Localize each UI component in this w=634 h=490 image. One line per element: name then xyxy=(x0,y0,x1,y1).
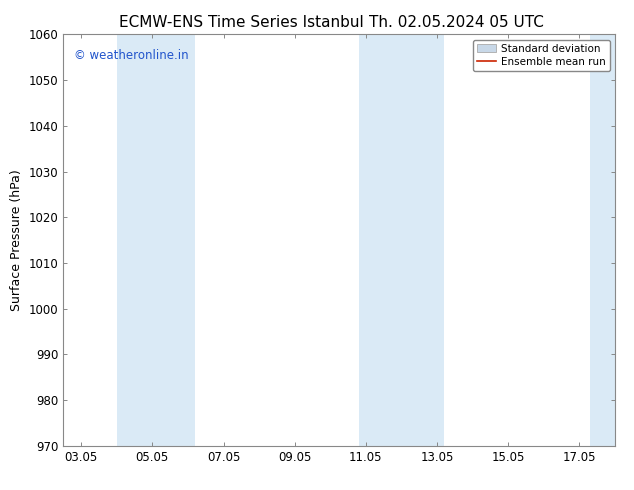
Y-axis label: Surface Pressure (hPa): Surface Pressure (hPa) xyxy=(10,169,23,311)
Text: Th. 02.05.2024 05 UTC: Th. 02.05.2024 05 UTC xyxy=(369,15,544,30)
Text: ECMW-ENS Time Series Istanbul: ECMW-ENS Time Series Istanbul xyxy=(119,15,363,30)
Bar xyxy=(590,34,615,446)
Text: © weatheronline.in: © weatheronline.in xyxy=(74,49,189,62)
Bar xyxy=(359,34,444,446)
Bar xyxy=(117,34,195,446)
Legend: Standard deviation, Ensemble mean run: Standard deviation, Ensemble mean run xyxy=(473,40,610,71)
